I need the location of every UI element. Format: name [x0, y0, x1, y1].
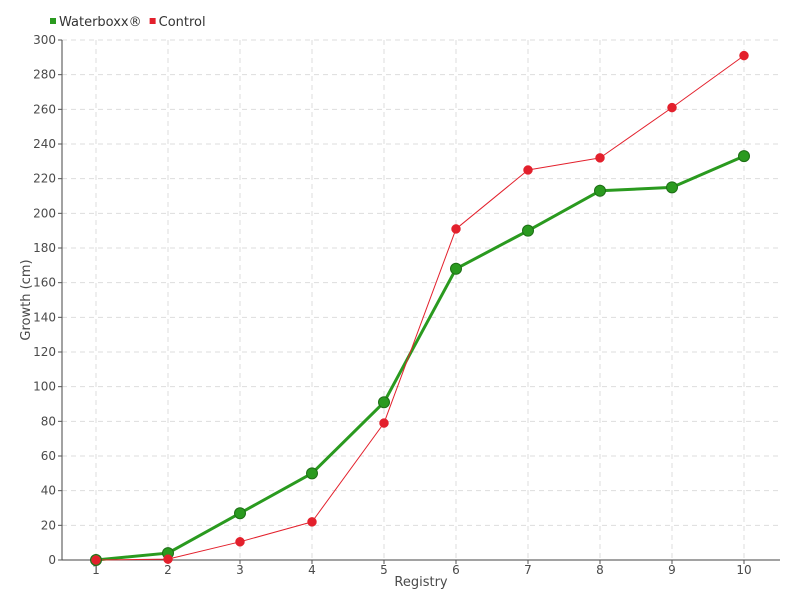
y-tick-label: 60 — [41, 449, 56, 463]
data-point-control — [307, 517, 317, 527]
series-line-control — [95, 55, 745, 561]
data-point-control — [667, 102, 677, 113]
data-point-waterboxx — [522, 224, 534, 237]
y-tick-label: 220 — [33, 172, 56, 186]
tick-labels: 0 20 40 60 80 100 120 140 160 180 200 220 240 260 280 3… — [33, 33, 752, 577]
y-tick-label: 280 — [33, 68, 56, 82]
x-tick-label: 7 — [524, 563, 532, 577]
data-point-waterboxx — [594, 184, 606, 197]
y-tick-label: 160 — [33, 276, 56, 290]
legend: Waterboxx® Control — [50, 15, 206, 30]
data-point-control — [91, 555, 101, 565]
y-tick-label: 240 — [33, 137, 56, 151]
data-point-waterboxx — [666, 181, 678, 194]
x-tick-label: 4 — [308, 563, 316, 577]
y-tick-label: 140 — [33, 310, 56, 324]
x-tick-label: 1 — [92, 563, 100, 577]
x-tick-label: 8 — [596, 563, 604, 577]
data-point-control — [451, 224, 461, 234]
x-tick-label: 10 — [736, 563, 751, 577]
y-tick-label: 260 — [33, 102, 56, 116]
y-tick-label: 0 — [48, 553, 56, 567]
y-tick-label: 120 — [33, 345, 56, 359]
y-tick-label: 200 — [33, 206, 56, 220]
data-point-control — [523, 165, 533, 175]
series-line-waterboxx — [95, 154, 745, 562]
data-point-control — [379, 418, 389, 428]
x-tick-label: 5 — [380, 563, 388, 577]
y-tick-label: 180 — [33, 241, 56, 255]
x-tick-label: 6 — [452, 563, 460, 577]
data-point-waterboxx — [738, 150, 750, 163]
y-axis-title: Growth (cm) — [19, 259, 34, 340]
data-point-control — [163, 554, 173, 564]
data-point-control — [235, 537, 245, 547]
x-axis-title: Registry — [394, 575, 448, 590]
axes — [61, 40, 780, 561]
grid-lines — [62, 39, 780, 560]
series-lines — [90, 50, 750, 566]
x-tick-label: 3 — [236, 563, 244, 577]
data-point-control — [595, 153, 605, 163]
y-tick-label: 300 — [33, 33, 56, 47]
data-point-waterboxx — [234, 507, 246, 520]
legend-swatch — [50, 18, 56, 24]
x-tick-label: 2 — [164, 563, 172, 577]
y-tick-label: 80 — [41, 414, 56, 428]
data-point-waterboxx — [450, 262, 462, 275]
data-point-control — [739, 50, 749, 61]
legend-swatch — [149, 18, 156, 24]
y-tick-label: 40 — [41, 484, 56, 498]
y-tick-label: 100 — [33, 380, 56, 394]
x-tick-label: 9 — [668, 563, 676, 577]
data-point-waterboxx — [306, 467, 318, 480]
data-point-waterboxx — [378, 396, 390, 409]
legend-label: Waterboxx® — [59, 15, 142, 30]
y-tick-label: 20 — [41, 518, 56, 532]
legend-label: Control — [159, 15, 206, 30]
